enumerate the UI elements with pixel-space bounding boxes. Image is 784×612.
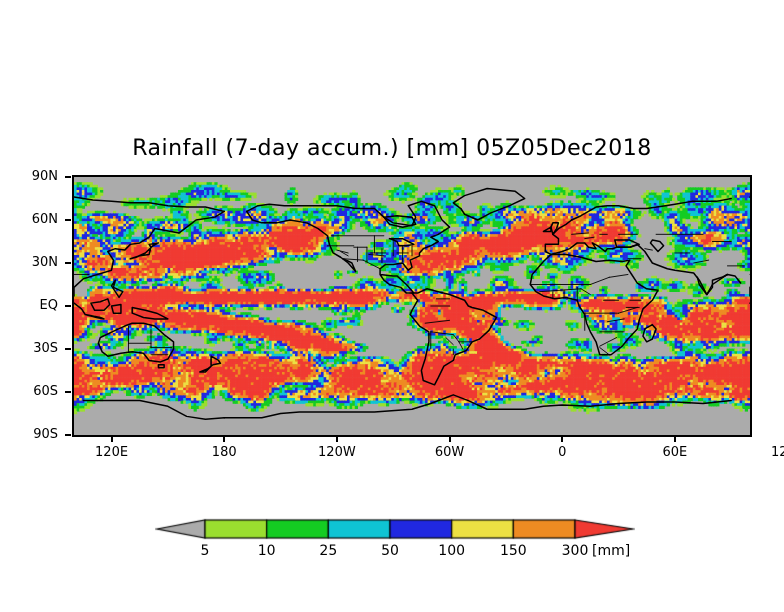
y-axis-tick [65,262,71,264]
x-axis-label: 120E [95,445,129,460]
y-axis-label: 60N [31,212,58,227]
rainfall-heatmap-canvas [74,177,750,435]
y-axis-label: EQ [39,298,58,313]
colorbar-tick-label: 25 [319,543,338,559]
x-axis-label: 60W [434,445,465,460]
colorbar-tick-label: 10 [257,543,276,559]
x-axis-label: 120W [318,445,356,460]
map-plot-area: 90N 60N 30N EQ 30S 60S 90S 120E 180 120W 60W 0 60E 1… [32,169,784,460]
y-axis-tick [65,434,71,436]
colorbar-tick-label: 150 [499,543,527,559]
y-axis-label: 60S [33,384,58,399]
y-axis-label: 30S [33,341,58,356]
x-axis-tick [223,437,226,442]
colorbar-tick-label: 300 [561,543,589,559]
colorbar-canvas [155,516,635,546]
y-axis-label: 90N [31,169,58,184]
x-axis-tick [673,437,676,442]
x-axis-tick [561,437,564,442]
y-axis-label: 90S [33,427,58,442]
y-axis-tick [65,348,71,350]
y-axis-tick [65,391,71,393]
y-axis-label: 30N [31,255,58,270]
colorbar: 5 10 25 50 100 150 300 [mm] [155,516,635,566]
x-axis-tick [335,437,338,442]
y-axis-tick [65,176,71,178]
colorbar-tick-label: 50 [381,543,399,559]
colorbar-tick-label: 100 [438,543,466,559]
x-axis-label: 60E [662,445,688,460]
x-axis-tick [448,437,451,442]
x-axis-label: 120E [771,445,784,460]
colorbar-tick-label: 5 [200,543,210,559]
x-axis-label: 0 [558,445,567,460]
colorbar-unit-label: [mm] [592,543,631,559]
y-axis-tick [65,219,71,221]
x-axis-label: 180 [211,445,237,460]
plot-frame [72,175,752,437]
x-axis-tick [110,437,113,442]
y-axis-tick [65,305,71,307]
page-title: Rainfall (7-day accum.) [mm] 05Z05Dec201… [132,136,652,161]
